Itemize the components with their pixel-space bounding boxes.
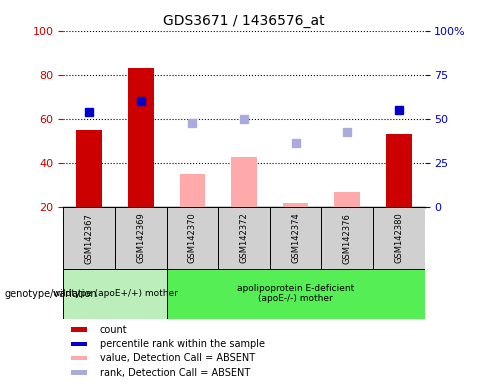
Title: GDS3671 / 1436576_at: GDS3671 / 1436576_at — [163, 14, 325, 28]
Bar — [71, 342, 87, 346]
Text: rank, Detection Call = ABSENT: rank, Detection Call = ABSENT — [100, 367, 250, 377]
Bar — [76, 130, 102, 207]
Text: apolipoprotein E-deficient
(apoE-/-) mother: apolipoprotein E-deficient (apoE-/-) mot… — [237, 284, 354, 303]
Bar — [166, 207, 218, 269]
Bar — [270, 207, 322, 269]
Bar — [283, 203, 308, 207]
Bar — [218, 207, 270, 269]
Text: GSM142367: GSM142367 — [85, 213, 94, 263]
Text: GSM142374: GSM142374 — [291, 213, 300, 263]
Bar — [322, 207, 373, 269]
Bar — [128, 68, 154, 207]
Bar — [115, 207, 166, 269]
Bar — [180, 174, 205, 207]
Text: genotype/variation: genotype/variation — [5, 289, 98, 299]
Text: wildtype (apoE+/+) mother: wildtype (apoE+/+) mother — [53, 289, 178, 298]
Text: GSM142369: GSM142369 — [136, 213, 145, 263]
Bar — [71, 328, 87, 332]
Text: GSM142370: GSM142370 — [188, 213, 197, 263]
Text: percentile rank within the sample: percentile rank within the sample — [100, 339, 264, 349]
Bar — [373, 207, 425, 269]
Bar — [386, 134, 412, 207]
Text: GSM142372: GSM142372 — [240, 213, 248, 263]
Bar — [63, 269, 166, 319]
Bar — [63, 207, 115, 269]
Bar — [231, 157, 257, 207]
Bar — [334, 192, 360, 207]
Text: value, Detection Call = ABSENT: value, Detection Call = ABSENT — [100, 353, 255, 363]
Bar — [71, 371, 87, 375]
Bar — [71, 356, 87, 361]
Text: count: count — [100, 324, 127, 334]
Text: GSM142380: GSM142380 — [394, 213, 403, 263]
Text: GSM142376: GSM142376 — [343, 213, 352, 263]
Bar — [166, 269, 425, 319]
